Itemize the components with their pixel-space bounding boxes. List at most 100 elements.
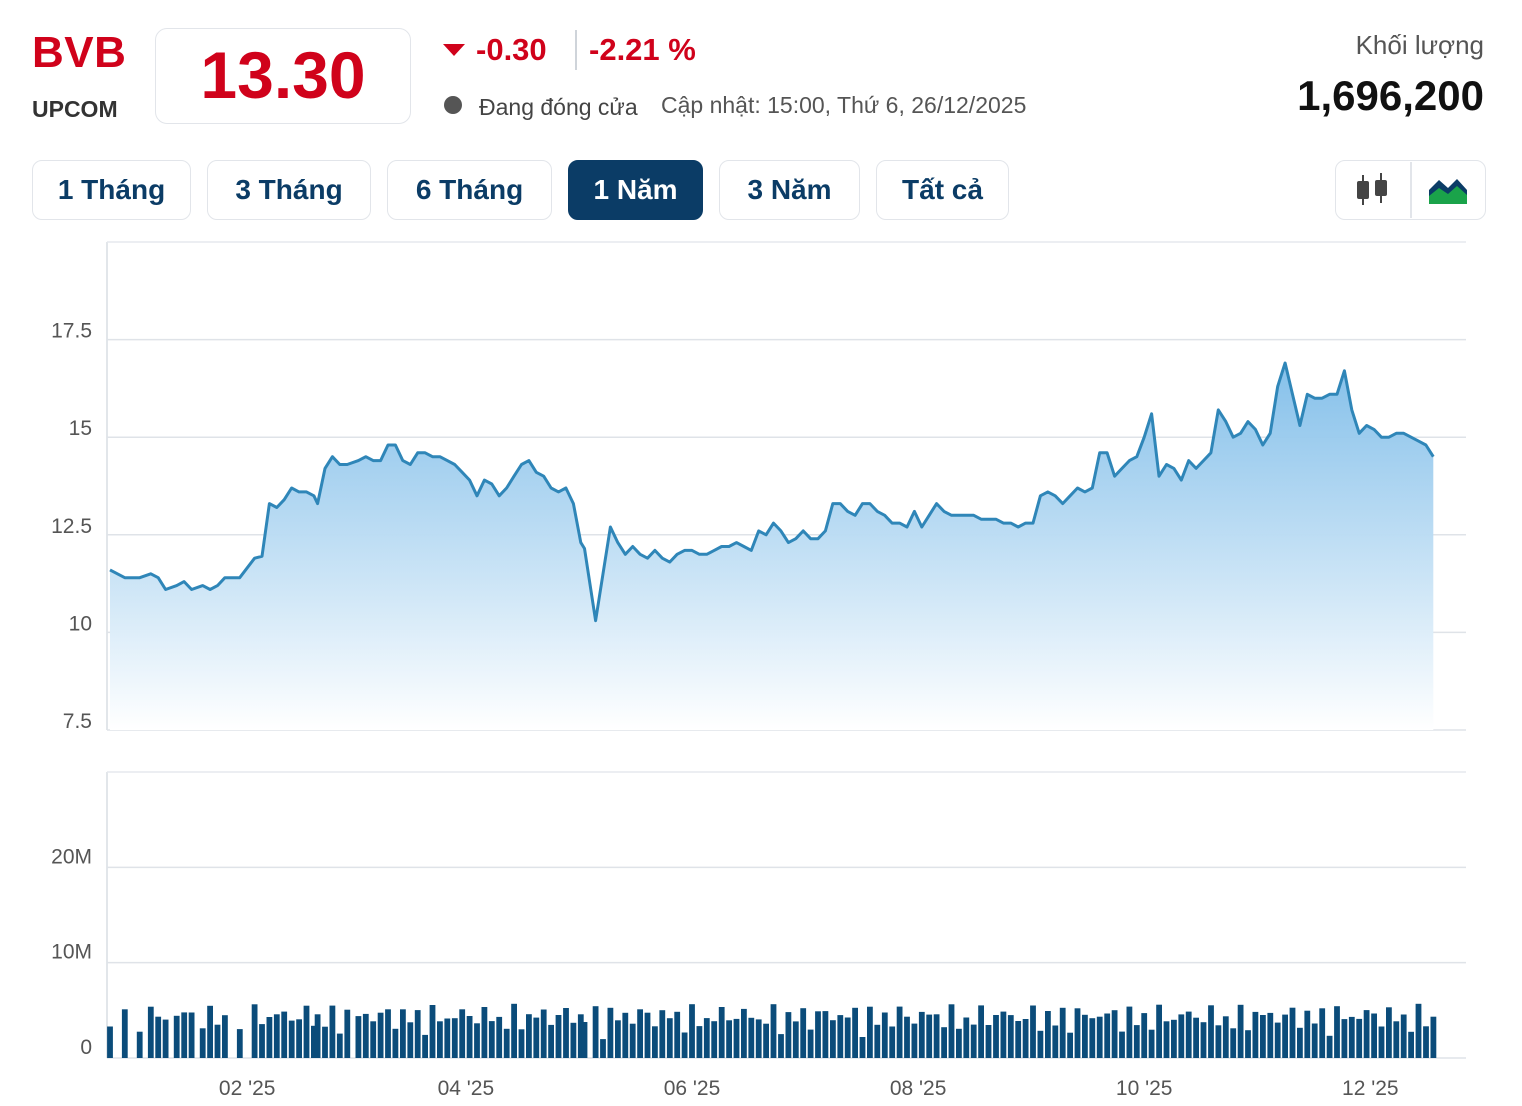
- volume-bar: [1200, 1022, 1207, 1058]
- volume-bar: [867, 1006, 873, 1058]
- volume-bar: [1222, 1016, 1229, 1058]
- volume-bar: [926, 1014, 933, 1058]
- volume-bar: [251, 1004, 258, 1058]
- volume-bar: [1363, 1010, 1370, 1058]
- range-6-months-button[interactable]: 6 Tháng: [387, 160, 552, 220]
- volume-bar: [414, 1010, 421, 1058]
- area-chart-button[interactable]: [1412, 162, 1484, 218]
- volume-bar: [911, 1023, 918, 1058]
- volume-bar: [741, 1008, 747, 1058]
- volume-bar: [236, 1029, 243, 1058]
- x-tick-label: 06 '25: [664, 1077, 721, 1100]
- volume-bar: [474, 1023, 480, 1058]
- price-change: -0.30: [476, 32, 547, 67]
- volume-bar: [815, 1011, 821, 1058]
- volume-bar: [1245, 1030, 1251, 1058]
- volume-value: 1,696,200: [1297, 72, 1484, 119]
- volume-bar: [1371, 1013, 1377, 1058]
- volume-bar: [1015, 1021, 1022, 1058]
- volume-bar: [778, 1034, 784, 1058]
- volume-bar: [1022, 1019, 1029, 1058]
- volume-bar: [674, 1011, 681, 1058]
- volume-bar: [1348, 1016, 1355, 1058]
- volume-bar: [800, 1008, 807, 1058]
- volume-bar: [933, 1014, 940, 1058]
- volume-bar: [918, 1011, 925, 1058]
- volume-bar: [188, 1012, 195, 1058]
- volume-bar: [314, 1014, 321, 1058]
- range-all-button[interactable]: Tất cả: [876, 160, 1009, 220]
- volume-bar: [1282, 1014, 1288, 1058]
- volume-bar: [563, 1008, 569, 1058]
- volume-bar: [978, 1005, 984, 1058]
- volume-bar: [807, 1029, 814, 1058]
- volume-bar: [644, 1012, 651, 1058]
- price-y-tick-label: 17.5: [51, 320, 92, 343]
- volume-bar: [1082, 1014, 1088, 1058]
- volume-bar: [488, 1021, 495, 1058]
- range-1-month-button[interactable]: 1 Tháng: [32, 160, 191, 220]
- volume-bar: [1274, 1022, 1281, 1058]
- volume-bar: [726, 1020, 732, 1058]
- volume-bar: [1089, 1018, 1096, 1058]
- volume-bar: [1252, 1011, 1259, 1058]
- volume-bar: [837, 1015, 844, 1058]
- volume-bar: [1067, 1032, 1073, 1058]
- volume-bar: [1230, 1028, 1237, 1058]
- volume-bar: [659, 1010, 666, 1058]
- volume-bar: [792, 1021, 799, 1058]
- volume-bar: [941, 1027, 947, 1058]
- volume-bar: [985, 1025, 992, 1058]
- candlestick-icon: [1357, 173, 1387, 205]
- volume-bar: [548, 1024, 554, 1058]
- volume-bar: [392, 1028, 399, 1058]
- volume-bar: [1185, 1011, 1192, 1058]
- volume-bar: [303, 1005, 310, 1058]
- volume-bar: [503, 1028, 510, 1058]
- volume-bar: [1267, 1012, 1274, 1058]
- chart-type-toggle: [1335, 160, 1486, 220]
- volume-bar: [1326, 1035, 1333, 1058]
- volume-bar: [1356, 1018, 1363, 1058]
- volume-bar: [1289, 1007, 1296, 1058]
- x-tick-label: 12 '25: [1342, 1077, 1399, 1100]
- volume-bar: [362, 1013, 369, 1058]
- volume-bar: [481, 1007, 488, 1058]
- volume-bar: [681, 1032, 688, 1058]
- volume-bar: [1007, 1015, 1014, 1058]
- range-3-months-button[interactable]: 3 Tháng: [207, 160, 371, 220]
- x-axis: 02 '25 04 '25 06 '25 08 '25 10 '25 12 '25: [219, 1077, 1399, 1100]
- volume-bar: [896, 1006, 903, 1058]
- volume-bar: [281, 1011, 288, 1058]
- volume-bar: [181, 1012, 188, 1058]
- volume-bar: [1148, 1029, 1155, 1058]
- volume-bar: [1052, 1025, 1059, 1058]
- volume-bar: [533, 1017, 540, 1058]
- volume-bar: [222, 1015, 228, 1058]
- volume-bar: [748, 1017, 755, 1058]
- current-price: 13.30: [200, 38, 366, 112]
- volume-y-tick-label: 20M: [51, 845, 92, 868]
- volume-bar: [874, 1024, 881, 1058]
- volume-bar: [629, 1023, 636, 1058]
- toggle-divider: [1410, 162, 1412, 218]
- candlestick-button[interactable]: [1337, 162, 1409, 218]
- range-1-year-button[interactable]: 1 Năm: [568, 160, 703, 220]
- price-box: [155, 28, 411, 124]
- volume-bar: [703, 1018, 710, 1058]
- volume-bar: [666, 1018, 673, 1058]
- volume-bar: [444, 1018, 451, 1058]
- volume-bar: [259, 1024, 265, 1058]
- volume-bar: [1393, 1021, 1400, 1058]
- volume-bar: [1045, 1011, 1051, 1058]
- volume-bar: [377, 1012, 384, 1058]
- volume-bar: [511, 1003, 517, 1058]
- price-y-tick-label: 12.5: [51, 515, 92, 538]
- volume-bar: [904, 1016, 910, 1058]
- volume-bar: [993, 1015, 999, 1058]
- volume-bar: [577, 1014, 584, 1058]
- volume-bar: [622, 1012, 629, 1058]
- volume-bar: [1193, 1017, 1199, 1058]
- range-3-years-button[interactable]: 3 Năm: [719, 160, 860, 220]
- volume-bar: [121, 1009, 128, 1058]
